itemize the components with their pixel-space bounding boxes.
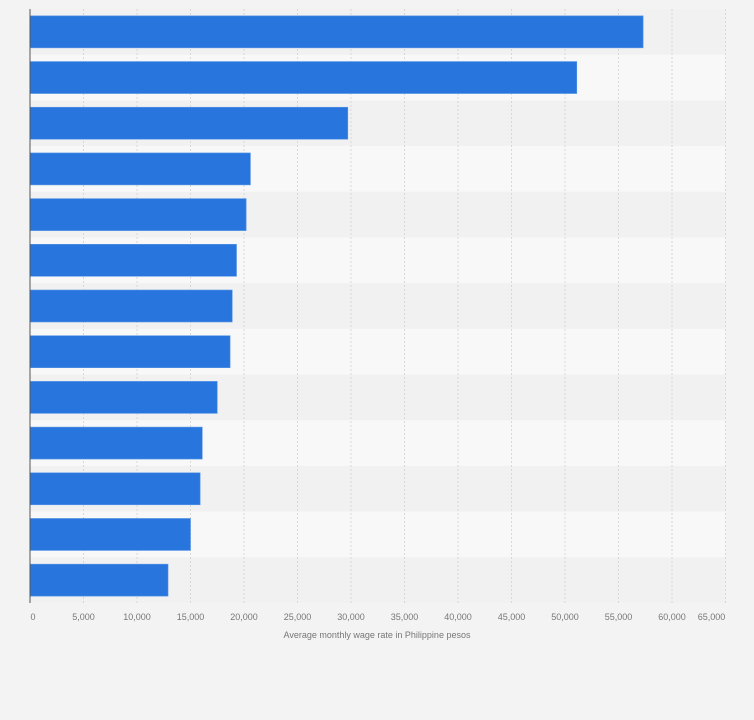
- x-tick-label: 55,000: [605, 612, 633, 622]
- x-tick-label: 35,000: [391, 612, 419, 622]
- bar[interactable]: [29, 152, 251, 186]
- x-tick-label: 15,000: [177, 612, 205, 622]
- x-tick-label: 50,000: [551, 612, 579, 622]
- x-tick-label: 30,000: [337, 612, 365, 622]
- bar[interactable]: [29, 335, 231, 368]
- bar[interactable]: [29, 472, 201, 506]
- bars: [29, 15, 644, 597]
- bar[interactable]: [29, 198, 247, 231]
- x-tick-label: 10,000: [123, 612, 151, 622]
- bar[interactable]: [29, 289, 233, 323]
- bar[interactable]: [29, 15, 644, 49]
- x-tick-label: 20,000: [230, 612, 258, 622]
- bar[interactable]: [29, 381, 218, 414]
- x-tick-label: 0: [30, 612, 35, 622]
- bar[interactable]: [29, 61, 578, 94]
- x-tick-label: 60,000: [658, 612, 686, 622]
- x-axis-title: Average monthly wage rate in Philippine …: [284, 630, 471, 640]
- x-tick-label: 25,000: [284, 612, 312, 622]
- bar[interactable]: [29, 518, 191, 551]
- x-tick-label: 65,000: [698, 612, 726, 622]
- x-axis-ticks: 0 5,000 10,000 15,000 20,000 25,000 30,000 35,0…: [30, 612, 725, 622]
- x-tick-label: 40,000: [444, 612, 472, 622]
- x-tick-label: 5,000: [72, 612, 95, 622]
- x-tick-label: 45,000: [498, 612, 526, 622]
- bar[interactable]: [29, 244, 237, 277]
- bar[interactable]: [29, 106, 349, 140]
- bar[interactable]: [29, 563, 169, 597]
- bar[interactable]: [29, 426, 203, 460]
